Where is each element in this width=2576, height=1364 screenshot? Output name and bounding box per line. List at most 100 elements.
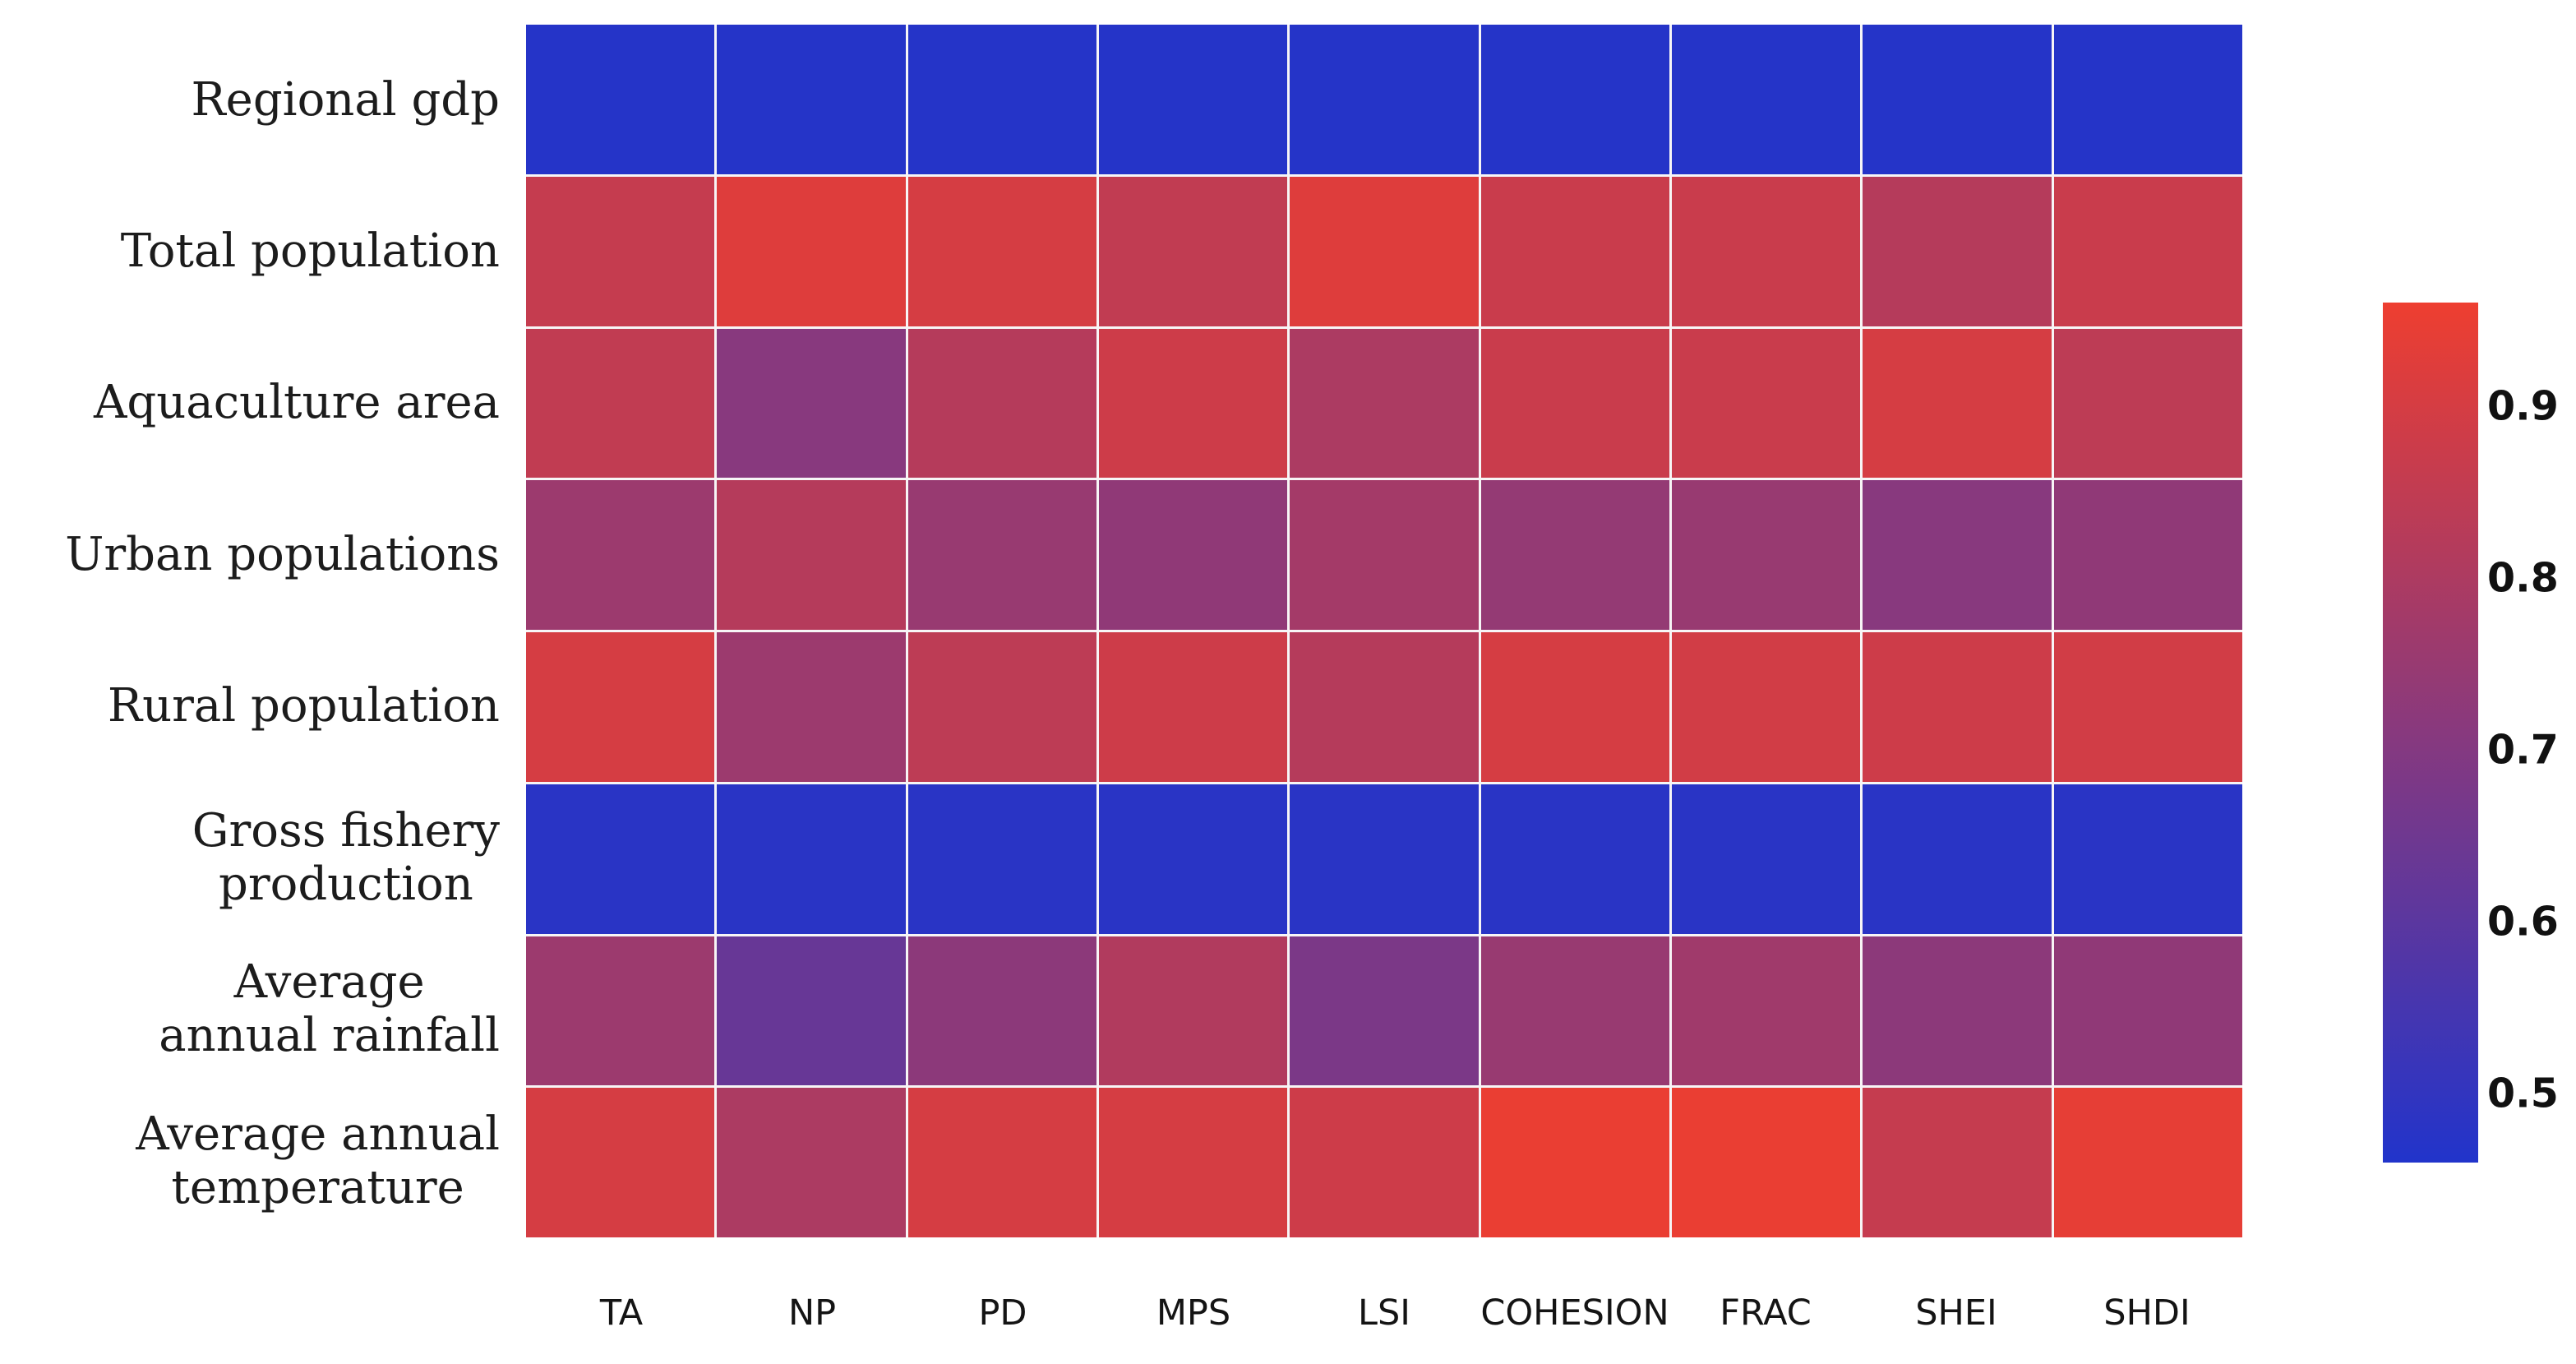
heatmap-grid bbox=[526, 25, 2242, 1237]
heatmap-cell-urban-populations-pd bbox=[907, 480, 1096, 630]
heatmap-cell-regional-gdp-mps bbox=[1098, 25, 1288, 174]
colorbar-tick-label-0.6: 0.6 bbox=[2487, 898, 2559, 946]
heatmap-cell-rural-population-lsi bbox=[1290, 632, 1479, 782]
heatmap-cell-total-population-mps bbox=[1098, 176, 1288, 326]
heatmap-cell-aquaculture-area-frac bbox=[1671, 328, 1861, 479]
y-tick-label: Rural population bbox=[0, 631, 500, 783]
heatmap-cell-aquaculture-area-cohesion bbox=[1480, 328, 1669, 479]
heatmap-cell-average-annual-ta bbox=[526, 1088, 715, 1237]
y-tick-label-text: Average annual rainfall bbox=[159, 955, 500, 1063]
heatmap-cell-gross-fishery-lsi bbox=[1290, 784, 1479, 934]
heatmap-cell-average-annual-shei bbox=[1863, 1088, 2052, 1237]
heatmap-cell-average-cohesion bbox=[1480, 936, 1669, 1086]
heatmap-cell-urban-populations-cohesion bbox=[1480, 480, 1669, 630]
heatmap-cell-regional-gdp-shdi bbox=[2053, 25, 2242, 174]
heatmap-cell-urban-populations-shei bbox=[1863, 480, 2052, 630]
heatmap-cell-average-annual-frac bbox=[1671, 1088, 1861, 1237]
heatmap-cell-regional-gdp-ta bbox=[526, 25, 715, 174]
heatmap-cell-total-population-ta bbox=[526, 176, 715, 326]
x-axis-labels: TA NP PD MPS LSI COHESION FRAC SHEI SHDI bbox=[0, 1283, 2576, 1357]
heatmap-cell-rural-population-mps bbox=[1098, 632, 1288, 782]
x-tick-label-cohesion: COHESION bbox=[1480, 1292, 1669, 1334]
heatmap-cell-regional-gdp-shei bbox=[1863, 25, 2052, 174]
y-tick-label-text: Urban populations bbox=[65, 527, 500, 581]
y-tick-label-text: Regional gdp bbox=[191, 72, 500, 127]
y-tick-label: Average annual rainfall bbox=[0, 934, 500, 1085]
heatmap-cell-regional-gdp-cohesion bbox=[1480, 25, 1669, 174]
heatmap-cell-rural-population-cohesion bbox=[1480, 632, 1669, 782]
y-tick-label-text: Total population bbox=[120, 224, 500, 279]
heatmap-cell-average-annual-cohesion bbox=[1480, 1088, 1669, 1237]
heatmap-cell-urban-populations-np bbox=[717, 480, 906, 630]
heatmap-cell-rural-population-pd bbox=[907, 632, 1096, 782]
heatmap-cell-total-population-frac bbox=[1671, 176, 1861, 326]
y-tick-label-text: Average annual temperature bbox=[136, 1107, 500, 1214]
heatmap-cell-average-pd bbox=[907, 936, 1096, 1086]
x-tick-label-np: NP bbox=[787, 1292, 837, 1334]
heatmap-cell-average-annual-np bbox=[717, 1088, 906, 1237]
x-tick-label-shdi: SHDI bbox=[2103, 1292, 2191, 1334]
heatmap-cell-gross-fishery-ta bbox=[526, 784, 715, 934]
y-tick-label-text: Rural population bbox=[107, 679, 500, 733]
heatmap-cell-gross-fishery-frac bbox=[1671, 784, 1861, 934]
heatmap-cell-urban-populations-lsi bbox=[1290, 480, 1479, 630]
heatmap-cell-aquaculture-area-mps bbox=[1098, 328, 1288, 479]
x-tick-label-frac: FRAC bbox=[1720, 1292, 1812, 1334]
colorbar-tick-label-0.7: 0.7 bbox=[2487, 726, 2559, 774]
y-tick-label-text: Aquaculture area bbox=[93, 376, 500, 430]
heatmap-cell-average-annual-mps bbox=[1098, 1088, 1288, 1237]
colorbar-gradient bbox=[2383, 303, 2478, 1163]
heatmap-cell-average-np bbox=[717, 936, 906, 1086]
y-tick-label: Total population bbox=[0, 176, 500, 327]
heatmap-cell-average-shdi bbox=[2053, 936, 2242, 1086]
heatmap-cell-regional-gdp-frac bbox=[1671, 25, 1861, 174]
heatmap-cell-rural-population-frac bbox=[1671, 632, 1861, 782]
heatmap-cell-total-population-lsi bbox=[1290, 176, 1479, 326]
heatmap-cell-average-annual-shdi bbox=[2053, 1088, 2242, 1237]
heatmap-cell-urban-populations-shdi bbox=[2053, 480, 2242, 630]
heatmap-cell-gross-fishery-shei bbox=[1863, 784, 2052, 934]
heatmap-cell-rural-population-ta bbox=[526, 632, 715, 782]
colorbar-tick-label-0.5: 0.5 bbox=[2487, 1070, 2559, 1117]
heatmap-cell-average-shei bbox=[1863, 936, 2052, 1086]
heatmap-cell-aquaculture-area-np bbox=[717, 328, 906, 479]
heatmap-cell-aquaculture-area-shdi bbox=[2053, 328, 2242, 479]
heatmap-cell-gross-fishery-pd bbox=[907, 784, 1096, 934]
heatmap-cell-total-population-np bbox=[717, 176, 906, 326]
heatmap-cell-rural-population-shdi bbox=[2053, 632, 2242, 782]
heatmap-cell-gross-fishery-shdi bbox=[2053, 784, 2242, 934]
heatmap-cell-total-population-cohesion bbox=[1480, 176, 1669, 326]
x-tick-label-shei: SHEI bbox=[1915, 1292, 1997, 1334]
y-tick-label: Urban populations bbox=[0, 479, 500, 631]
heatmap-cell-gross-fishery-np bbox=[717, 784, 906, 934]
heatmap-cell-aquaculture-area-lsi bbox=[1290, 328, 1479, 479]
heatmap-cell-average-annual-pd bbox=[907, 1088, 1096, 1237]
heatmap-cell-regional-gdp-lsi bbox=[1290, 25, 1479, 174]
x-tick-label-lsi: LSI bbox=[1358, 1292, 1410, 1334]
y-tick-label-text: Gross fishery production bbox=[192, 804, 500, 912]
heatmap-cell-regional-gdp-np bbox=[717, 25, 906, 174]
heatmap-cell-average-mps bbox=[1098, 936, 1288, 1086]
heatmap-cell-total-population-shei bbox=[1863, 176, 2052, 326]
heatmap-cell-gross-fishery-cohesion bbox=[1480, 784, 1669, 934]
x-tick-label-pd: PD bbox=[978, 1292, 1027, 1334]
heatmap-cell-aquaculture-area-ta bbox=[526, 328, 715, 479]
x-tick-label-ta: TA bbox=[599, 1292, 644, 1334]
heatmap-cell-average-annual-lsi bbox=[1290, 1088, 1479, 1237]
colorbar: 0.9 0.8 0.7 0.6 0.5 bbox=[2383, 303, 2559, 1163]
y-tick-label: Regional gdp bbox=[0, 25, 500, 176]
y-tick-label: Average annual temperature bbox=[0, 1086, 500, 1237]
heatmap-cell-rural-population-shei bbox=[1863, 632, 2052, 782]
colorbar-tick-label-0.9: 0.9 bbox=[2487, 382, 2559, 430]
y-tick-label: Aquaculture area bbox=[0, 328, 500, 479]
heatmap-cell-average-frac bbox=[1671, 936, 1861, 1086]
heatmap-cell-total-population-pd bbox=[907, 176, 1096, 326]
heatmap-cell-urban-populations-frac bbox=[1671, 480, 1861, 630]
heatmap-cell-urban-populations-ta bbox=[526, 480, 715, 630]
heatmap-cell-average-ta bbox=[526, 936, 715, 1086]
y-tick-label: Gross fishery production bbox=[0, 783, 500, 934]
heatmap-cell-aquaculture-area-pd bbox=[907, 328, 1096, 479]
heatmap-cell-total-population-shdi bbox=[2053, 176, 2242, 326]
heatmap-cell-aquaculture-area-shei bbox=[1863, 328, 2052, 479]
